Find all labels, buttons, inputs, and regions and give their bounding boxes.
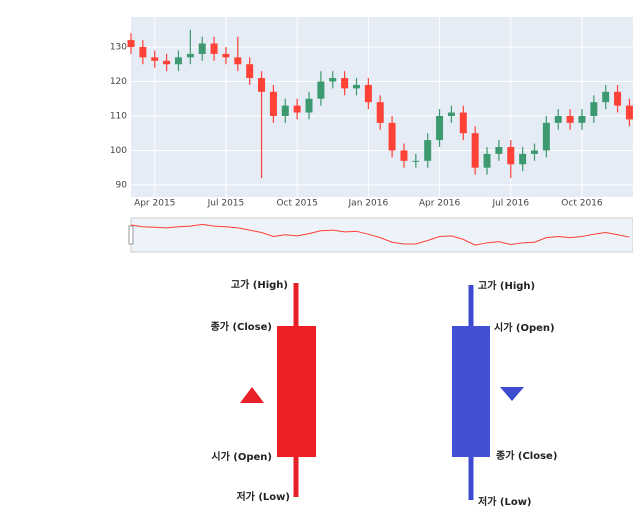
y-tick-label: 130 [110,43,127,53]
label: 고가 (High) [478,279,535,292]
candle-body [412,160,420,162]
candle-body [269,91,277,116]
candle-body [305,98,313,113]
candle-body [222,53,230,58]
candle-body [388,122,396,151]
candle-body [554,115,562,123]
range-slider[interactable] [130,217,633,253]
range-handle[interactable] [128,225,134,245]
candle-body [436,115,444,141]
candle-body [352,84,360,89]
candle-body [625,105,633,120]
candle-body [542,122,550,151]
candle-body [483,153,491,168]
candle-body [447,112,455,116]
candle-body [139,47,147,58]
x-tick-label: Jan 2016 [348,199,389,209]
candle-body [174,57,182,65]
candle-body [578,115,586,123]
label: 시가 (Open) [211,450,272,463]
candle-body [186,53,194,58]
candle-body [281,105,289,116]
label: 저가 (Low) [236,490,290,503]
down-arrow [500,387,524,401]
candle-body [424,140,432,161]
y-tick-label: 90 [116,180,128,190]
candle-body [530,150,538,154]
x-tick-label: Jul 2016 [491,199,529,209]
body [452,326,490,457]
candle-body [258,78,266,92]
candle-body [495,147,503,154]
candle-body [246,64,254,79]
label: 고가 (High) [231,278,288,291]
label: 종가 (Close) [211,320,272,333]
candle-body [471,133,479,168]
x-tick-label: Apr 2015 [134,199,175,209]
candle-body [210,43,218,54]
candle-body [519,153,527,165]
candle-body [293,105,301,113]
candle-body [459,112,467,134]
x-tick-label: Jul 2015 [207,199,245,209]
candles [127,29,633,179]
candle-body [590,102,598,116]
x-tick-label: Apr 2016 [419,199,461,209]
candle-body [198,43,206,54]
slider-preview [130,223,630,246]
label: 종가 (Close) [496,449,557,462]
body [277,326,316,457]
candle-body [234,57,242,65]
candle-body [507,147,515,165]
x-tick-label: Oct 2016 [561,199,603,209]
slider-line [130,223,630,246]
candle-body [376,102,384,123]
y-tick-label: 100 [110,146,127,156]
label: 시가 (Open) [494,321,555,334]
candle-body [566,115,574,123]
candle-body [329,78,337,82]
candle-body [151,57,159,61]
y-tick-label: 120 [110,77,127,87]
candle-body [364,84,372,103]
candle-body [127,40,135,47]
up-arrow [240,387,264,403]
candle-body [400,150,408,161]
candle-body [614,91,622,106]
x-tick-label: Oct 2015 [276,199,317,209]
candle-body [163,60,171,65]
candle-body [341,78,349,89]
y-tick-label: 110 [110,111,127,121]
candle-body [602,91,610,103]
label: 저가 (Low) [478,495,532,508]
candle-body [317,81,325,99]
